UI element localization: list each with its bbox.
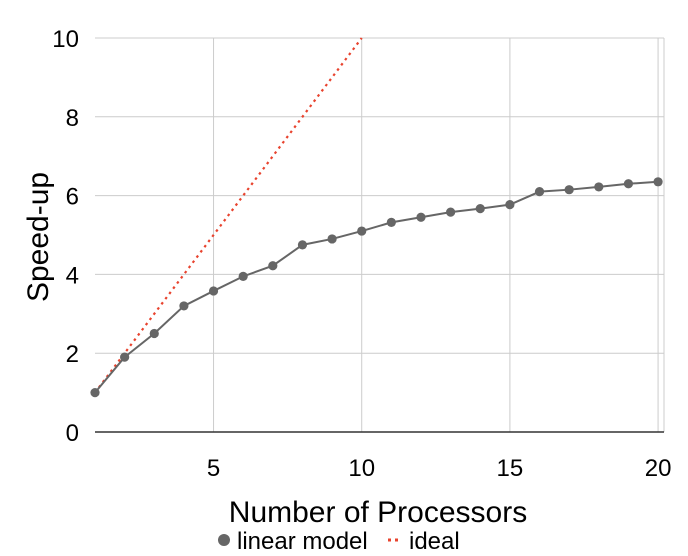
grid-lines bbox=[95, 37, 665, 432]
data-point-linear-model bbox=[534, 187, 545, 197]
data-point-linear-model bbox=[149, 328, 159, 339]
data-point-linear-model bbox=[208, 286, 219, 296]
data-point-linear-model bbox=[653, 177, 663, 187]
data-point-linear-model bbox=[564, 185, 574, 195]
series-line-ideal bbox=[94, 37, 363, 394]
x-tick-label: 10 bbox=[348, 455, 375, 482]
data-point-linear-model bbox=[446, 207, 456, 217]
data-point-linear-model bbox=[297, 240, 308, 250]
data-point-linear-model bbox=[623, 179, 634, 189]
data-point-linear-model bbox=[327, 234, 337, 244]
legend: linear model ideal bbox=[218, 528, 460, 555]
x-tick-label: 15 bbox=[497, 455, 524, 482]
x-tick-label: 5 bbox=[207, 455, 220, 482]
data-point-linear-model bbox=[594, 182, 604, 192]
y-axis-title: Speed-up bbox=[22, 172, 55, 302]
data-point-linear-model bbox=[238, 271, 248, 281]
data-point-linear-model bbox=[357, 226, 367, 236]
data-point-linear-model bbox=[386, 217, 396, 227]
y-tick-label: 0 bbox=[66, 420, 79, 447]
y-tick-label: 6 bbox=[66, 184, 79, 211]
y-tick-label: 10 bbox=[52, 26, 79, 53]
y-tick-label: 8 bbox=[66, 105, 79, 132]
data-point-linear-model bbox=[505, 200, 515, 210]
y-tick-label: 4 bbox=[66, 262, 79, 289]
series-layer bbox=[90, 37, 663, 398]
legend-label-ideal: ideal bbox=[409, 528, 460, 555]
data-point-linear-model bbox=[179, 301, 189, 311]
data-point-linear-model bbox=[475, 204, 485, 214]
series-line-linear-model bbox=[94, 180, 659, 394]
x-axis-title: Number of Processors bbox=[229, 496, 527, 529]
data-point-linear-model bbox=[90, 388, 100, 398]
legend-marker-linear-model bbox=[218, 534, 230, 546]
y-tick-label: 2 bbox=[66, 341, 79, 368]
data-point-linear-model bbox=[416, 212, 426, 222]
data-point-linear-model bbox=[268, 261, 278, 271]
x-tick-label: 20 bbox=[645, 455, 672, 482]
legend-label-linear-model: linear model bbox=[237, 528, 368, 555]
data-point-linear-model bbox=[120, 352, 130, 362]
tick-labels: 0 2 4 6 8 10 5 10 15 20 bbox=[52, 26, 671, 482]
